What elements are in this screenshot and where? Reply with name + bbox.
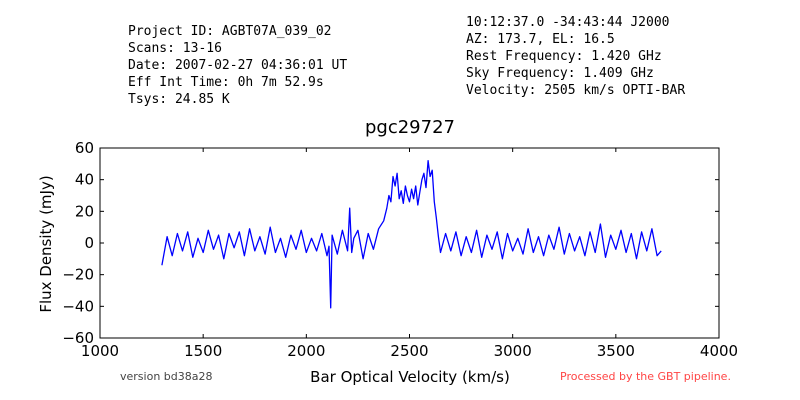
y-axis-label: Flux Density (mJy) — [37, 175, 55, 312]
pipeline-note: Processed by the GBT pipeline. — [560, 370, 731, 383]
y-tick-label: 20 — [75, 202, 94, 220]
x-tick-label: 3000 — [494, 342, 532, 360]
rest-frequency-text: Rest Frequency: 1.420 GHz — [466, 49, 662, 64]
series-line-0 — [161, 160, 662, 309]
plot-area: 1000 1500 2000 2500 3000 3500 4000 −60 −40 −20 0 20… — [62, 139, 738, 360]
plot-frame — [99, 147, 720, 339]
y-tick-label: 60 — [75, 139, 94, 157]
x-tick-label: 2000 — [287, 342, 325, 360]
y-tick-label: −40 — [62, 297, 94, 315]
eff-int-time-text: Eff Int Time: 0h 7m 52.9s — [128, 75, 324, 90]
header-right-block: 10:12:37.0 -34:43:44 J2000 AZ: 173.7, EL… — [466, 15, 685, 98]
version-text: version bd38a28 — [120, 370, 213, 383]
x-tick-label: 3500 — [597, 342, 635, 360]
project-id-text: Project ID: AGBT07A_039_02 — [128, 24, 332, 39]
y-tick-label: 0 — [84, 234, 94, 252]
sky-frequency-text: Sky Frequency: 1.409 GHz — [466, 66, 654, 81]
x-axis-label: Bar Optical Velocity (km/s) — [310, 368, 510, 386]
scans-text: Scans: 13-16 — [128, 41, 222, 56]
velocity-text: Velocity: 2505 km/s OPTI-BAR — [466, 83, 685, 98]
y-tick-label: −20 — [62, 266, 94, 284]
coordinates-text: 10:12:37.0 -34:43:44 J2000 — [466, 15, 670, 30]
tsys-text: Tsys: 24.85 K — [128, 92, 230, 107]
chart-title: pgc29727 — [365, 117, 455, 138]
x-tick-label: 1000 — [81, 342, 119, 360]
x-tick-label: 1500 — [184, 342, 222, 360]
header-left-block: Project ID: AGBT07A_039_02 Scans: 13-16 … — [128, 24, 347, 107]
date-text: Date: 2007-02-27 04:36:01 UT — [128, 58, 347, 73]
y-tick-label: −60 — [62, 329, 94, 347]
x-tick-label: 2500 — [390, 342, 428, 360]
az-el-text: AZ: 173.7, EL: 16.5 — [466, 32, 615, 47]
y-tick-label: 40 — [75, 171, 94, 189]
x-tick-label: 4000 — [700, 342, 738, 360]
